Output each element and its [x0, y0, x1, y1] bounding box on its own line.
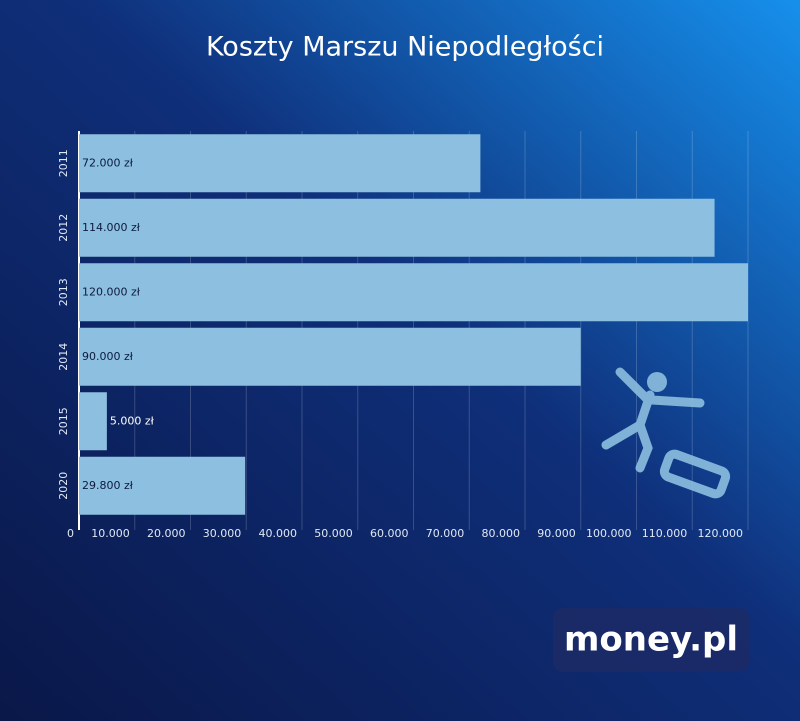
chart-title: Koszty Marszu Niepodległości: [206, 32, 604, 63]
x-tick-label: 90.000: [537, 527, 576, 540]
x-tick-label: 100.000: [586, 527, 632, 540]
bar: [79, 327, 581, 386]
bar: [79, 456, 246, 515]
logo: money.pl: [564, 620, 738, 660]
y-tick-label: 2014: [57, 343, 70, 371]
x-tick-label: 30.000: [203, 527, 242, 540]
decoration: [601, 367, 731, 499]
x-tick-label: 120.000: [698, 527, 744, 540]
y-tick-label: 2013: [57, 278, 70, 306]
value-label: 5.000 zł: [110, 414, 155, 427]
x-tick-label: 70.000: [426, 527, 465, 540]
x-tick-label: 110.000: [642, 527, 688, 540]
bar: [79, 198, 715, 257]
y-tick-label: 2020: [57, 472, 70, 500]
x-tick-label: 10.000: [91, 527, 130, 540]
value-label: 90.000 zł: [82, 350, 134, 363]
logo-box: [553, 608, 749, 672]
value-label: 72.000 zł: [82, 156, 134, 169]
x-tick-label: 50.000: [314, 527, 353, 540]
plot-area: 0 10.000 20.000 30.000 40.000 50.000 60.000 70.…: [57, 131, 749, 540]
value-label: 29.800 zł: [82, 479, 134, 492]
y-tick-label: 2011: [57, 149, 70, 177]
value-label: 114.000 zł: [82, 221, 141, 234]
x-tick-label: 40.000: [259, 527, 298, 540]
y-tick-label: 2015: [57, 407, 70, 435]
x-tick-label: 20.000: [147, 527, 186, 540]
x-tick-label: 0: [67, 527, 74, 540]
y-tick-label: 2012: [57, 214, 70, 242]
value-label: 120.000 zł: [82, 285, 141, 298]
x-tick-label: 80.000: [482, 527, 521, 540]
bar: [79, 392, 107, 451]
bar: [79, 263, 748, 322]
bar: [79, 134, 481, 193]
x-tick-label: 60.000: [370, 527, 409, 540]
